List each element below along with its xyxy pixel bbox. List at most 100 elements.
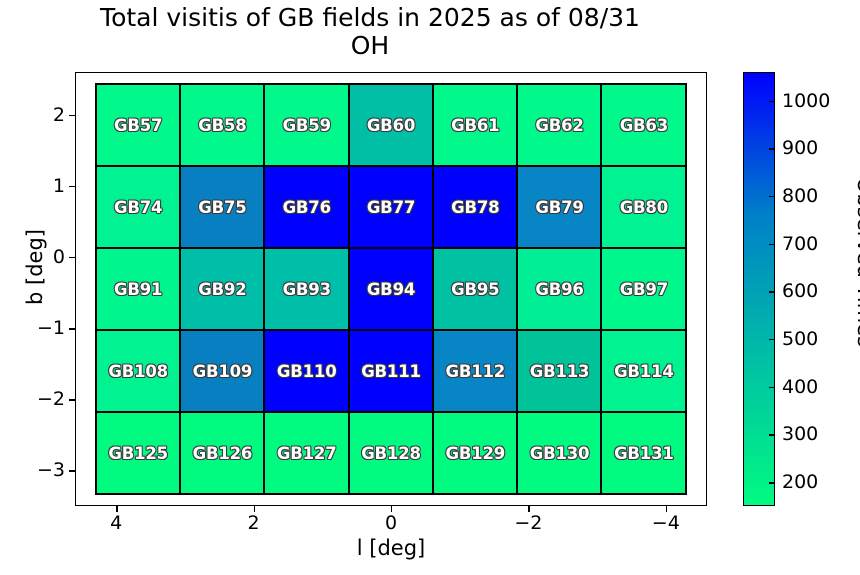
colorbar-tick-mark — [769, 482, 775, 484]
y-tick-label: 0 — [52, 245, 65, 268]
heatmap-cell[interactable]: GB109 — [178, 328, 266, 414]
heatmap-cell[interactable]: GB95 — [431, 246, 519, 332]
colorbar-tick-mark — [769, 243, 775, 246]
colorbar-gradient — [743, 72, 775, 506]
x-tick-label: −2 — [514, 512, 543, 534]
x-axis-label: l [deg] — [356, 536, 426, 560]
heatmap-cell-label: GB97 — [619, 279, 668, 299]
colorbar-tick-label: 1000 — [782, 89, 831, 112]
heatmap-cell[interactable]: GB63 — [600, 82, 688, 168]
heatmap-cell-label: GB58 — [198, 115, 247, 135]
heatmap-cell[interactable]: GB97 — [600, 246, 688, 332]
y-tick-mark — [69, 399, 75, 401]
heatmap-cell[interactable]: GB74 — [94, 164, 182, 250]
heatmap-cell[interactable]: GB59 — [263, 82, 351, 168]
colorbar-tick-mark — [769, 196, 775, 198]
x-tick-label: 0 — [384, 512, 398, 534]
x-tick-label: 4 — [110, 512, 123, 534]
heatmap-cell-label: GB131 — [614, 443, 674, 463]
heatmap-cell[interactable]: GB80 — [600, 164, 688, 250]
heatmap-cell[interactable]: GB126 — [178, 410, 266, 496]
x-tick-mark — [665, 506, 668, 512]
heatmap-cell[interactable]: GB60 — [347, 82, 435, 168]
heatmap-cell-label: GB129 — [445, 443, 506, 463]
heatmap-cell[interactable]: GB93 — [263, 246, 351, 332]
heatmap-cell[interactable]: GB125 — [94, 410, 182, 496]
colorbar-tick-label: 600 — [782, 280, 819, 303]
x-tick-label: −4 — [651, 512, 680, 534]
colorbar-tick-label: 200 — [782, 471, 819, 494]
y-tick-mark — [69, 185, 75, 188]
heatmap-cell-label: GB112 — [445, 361, 506, 381]
heatmap-cell[interactable]: GB131 — [600, 410, 688, 496]
heatmap-cell-label: GB78 — [451, 197, 500, 217]
colorbar — [743, 72, 775, 506]
heatmap-cell-label: GB79 — [535, 197, 584, 217]
colorbar-tick-label: 500 — [782, 328, 819, 351]
heatmap-cell[interactable]: GB91 — [94, 246, 182, 332]
colorbar-tick-label: 800 — [782, 185, 819, 207]
colorbar-tick-mark — [769, 100, 775, 102]
colorbar-tick-label: 400 — [782, 375, 819, 398]
heatmap-cell[interactable]: GB79 — [516, 164, 603, 250]
heatmap-cell[interactable]: GB129 — [431, 410, 519, 496]
heatmap-grid: GB57 GB58 GB59 GB60 GB61 GB62 GB63 GB74 GB75 GB76… — [94, 82, 688, 496]
x-tick-mark — [116, 506, 118, 512]
heatmap-cell[interactable]: GB112 — [431, 328, 519, 414]
heatmap-cell[interactable]: GB75 — [178, 164, 266, 250]
heatmap-cell-label: GB93 — [282, 279, 331, 299]
heatmap-cell[interactable]: GB94 — [347, 246, 435, 332]
heatmap-cell[interactable]: GB96 — [516, 246, 603, 332]
heatmap-cell[interactable]: GB76 — [263, 164, 351, 250]
colorbar-tick-label: 700 — [782, 232, 819, 255]
colorbar-tick-mark — [769, 291, 775, 293]
heatmap-cell-label: GB75 — [198, 197, 247, 217]
y-tick-mark — [69, 114, 75, 117]
colorbar-tick-label: 900 — [782, 137, 819, 160]
heatmap-cell[interactable]: GB111 — [347, 328, 435, 414]
y-tick-label: −2 — [36, 388, 65, 411]
heatmap-cell-label: GB61 — [451, 115, 500, 135]
heatmap-cell-label: GB108 — [108, 361, 168, 381]
heatmap-cell[interactable]: GB127 — [263, 410, 351, 496]
heatmap-cell[interactable]: GB113 — [516, 328, 603, 414]
y-tick-label: 2 — [52, 103, 65, 126]
heatmap-cell-label: GB94 — [366, 279, 416, 299]
y-axis-label: b [deg] — [23, 229, 47, 305]
heatmap-cell[interactable]: GB61 — [431, 82, 519, 168]
heatmap-cell-label: GB125 — [108, 443, 168, 463]
heatmap-cell[interactable]: GB92 — [178, 246, 266, 332]
y-tick-label: −3 — [36, 459, 65, 482]
heatmap-cell[interactable]: GB58 — [178, 82, 266, 168]
heatmap-cell[interactable]: GB130 — [516, 410, 603, 496]
heatmap-cell-label: GB59 — [282, 115, 331, 135]
heatmap-cell[interactable]: GB110 — [263, 328, 351, 414]
heatmap-cell-label: GB109 — [192, 361, 253, 381]
heatmap-cell[interactable]: GB77 — [347, 164, 435, 250]
heatmap-cell-label: GB95 — [451, 279, 500, 299]
heatmap-cell-label: GB96 — [535, 279, 584, 299]
heatmap-cell[interactable]: GB114 — [600, 328, 688, 414]
page-title: Total visitis of GB fields in 2025 as of… — [100, 3, 640, 60]
heatmap-cell-label: GB127 — [276, 443, 337, 463]
colorbar-tick-mark — [769, 339, 775, 341]
heatmap-cell-label: GB74 — [114, 197, 163, 217]
x-tick-mark — [391, 506, 393, 512]
heatmap-cell-label: GB62 — [535, 115, 584, 135]
colorbar-tick-mark — [769, 386, 775, 389]
y-tick-mark — [69, 256, 75, 259]
heatmap-cell-label: GB60 — [366, 115, 416, 135]
y-tick-mark — [69, 470, 75, 472]
heatmap-cell[interactable]: GB62 — [516, 82, 603, 168]
heatmap-cell[interactable]: GB78 — [431, 164, 519, 250]
heatmap-cell[interactable]: GB128 — [347, 410, 435, 496]
colorbar-label: Observed Times — [853, 176, 860, 348]
colorbar-tick-mark — [769, 148, 775, 150]
heatmap-cell[interactable]: GB57 — [94, 82, 182, 168]
heatmap-cell[interactable]: GB108 — [94, 328, 182, 414]
heatmap-cell-label: GB113 — [529, 361, 590, 381]
colorbar-tick-mark — [769, 434, 775, 436]
heatmap-cell-label: GB92 — [198, 279, 247, 299]
x-tick-mark — [253, 506, 255, 512]
heatmap-cell-label: GB128 — [361, 443, 421, 463]
